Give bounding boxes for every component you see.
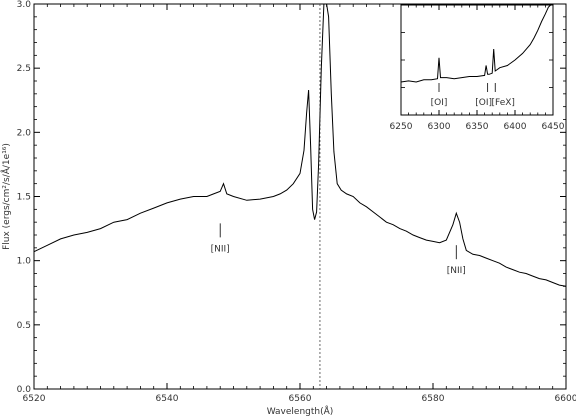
y-axis-label: Flux (ergs/cm²/s/Å/1e¹⁶): [0, 143, 12, 250]
inset-ticks: [400, 5, 554, 115]
inset-annotations: [OI] [OI] [FeX]: [431, 83, 515, 108]
main-tick-labels: 6520 6540 6560 6580 6600 0.0 0.5 1.0 1.5 2.0 2.5 3.…: [17, 0, 576, 404]
inset-x-tick-label: 6300: [428, 122, 451, 132]
inset-x-tick-label: 6250: [390, 122, 413, 132]
x-tick-label: 6540: [156, 394, 179, 404]
main-annotations: [NII] [NII]: [211, 223, 466, 276]
annotation-label: [NII]: [211, 244, 230, 254]
inset-x-tick-label: 6400: [504, 122, 527, 132]
inset-chart: 6250 6300 6350 6400 6450 [OI] [OI] [FeX]: [390, 4, 565, 132]
inset-annotation-label: [OI]: [475, 98, 492, 108]
x-tick-label: 6580: [422, 394, 445, 404]
inset-x-tick-label: 6450: [542, 122, 565, 132]
inset-background: [401, 5, 553, 115]
y-tick-label: 0.0: [17, 385, 32, 395]
y-tick-label: 1.5: [17, 193, 31, 203]
inset-x-tick-label: 6350: [466, 122, 489, 132]
inset-annotation-label: [FeX]: [492, 98, 515, 108]
main-spectrum-line: [33, 3, 567, 287]
x-axis-label: Wavelength(Å): [267, 405, 334, 417]
x-tick-label: 6520: [23, 394, 46, 404]
inset-tick-labels: 6250 6300 6350 6400 6450: [390, 122, 565, 132]
y-tick-label: 1.0: [17, 257, 32, 267]
y-tick-label: 2.0: [17, 128, 32, 138]
annotation-label: [NII]: [447, 266, 466, 276]
inset-annotation-label: [OI]: [431, 98, 448, 108]
inset-spectrum-line: [400, 4, 552, 83]
y-tick-label: 3.0: [17, 0, 32, 10]
y-tick-label: 0.5: [17, 321, 31, 331]
x-tick-label: 6600: [555, 394, 576, 404]
x-tick-label: 6560: [289, 394, 312, 404]
y-tick-label: 2.5: [17, 64, 31, 74]
